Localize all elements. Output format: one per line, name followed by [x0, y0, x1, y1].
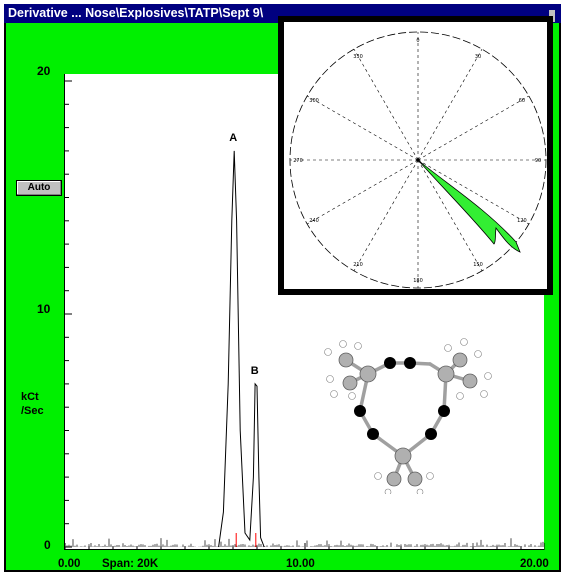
peak-b-label: B: [250, 364, 259, 377]
x-tick-10: 10.00: [286, 558, 315, 570]
polar-spoke: [353, 48, 419, 161]
polar-angle-label: 30: [475, 54, 481, 60]
auto-scale-button[interactable]: Auto: [16, 180, 62, 196]
y-tick-0: 0: [44, 538, 51, 552]
noise-path: [66, 538, 544, 547]
polar-spoke: [417, 95, 530, 161]
polar-angle-label: 0: [416, 38, 419, 44]
x-tick-20: 20.00: [520, 558, 549, 570]
polar-angle-label: 270: [293, 158, 303, 164]
y-tick-20: 20: [37, 64, 51, 78]
polar-angle-label: 180: [413, 278, 423, 284]
polar-spoke: [417, 48, 483, 161]
y-axis-label: kCt /Sec: [21, 390, 44, 418]
polar-plot-area: 0 30 60 90 120 150 180 210 240 270 300 330: [284, 22, 547, 289]
span-readout: Span: 20K: [102, 558, 159, 570]
polar-angle-label: 150: [473, 262, 483, 268]
vapor-print-polar-svg: 0 30 60 90 120 150 180 210 240 270 300 330: [289, 31, 547, 289]
polar-spoke: [306, 159, 419, 225]
baseline-noise: [66, 538, 544, 547]
x-tick-0: 0.00: [58, 558, 81, 570]
chromatogram-svg: [65, 80, 545, 550]
polar-spoke: [353, 159, 419, 272]
polar-plot-inset: 0 30 60 90 120 150 180 210 240 270 300 330: [278, 16, 553, 295]
polar-spoke: [306, 95, 419, 161]
polar-angle-label: 120: [517, 218, 527, 224]
polar-angle-label: 210: [353, 262, 363, 268]
peak-a-label: A: [229, 131, 238, 144]
tatp-molecule-image: [324, 338, 492, 494]
y-axis-label-line2: /Sec: [21, 405, 44, 417]
polar-angle-label: 300: [309, 98, 319, 104]
polar-angle-label: 240: [309, 218, 319, 224]
chromatogram-trace: [218, 150, 265, 548]
polar-angle-label: 60: [519, 98, 525, 104]
polar-lobe: [417, 159, 521, 253]
y-axis-label-line1: kCt: [21, 391, 39, 403]
y-tick-10: 10: [37, 302, 51, 316]
polar-angle-label: 90: [535, 158, 541, 164]
polar-center: [416, 158, 420, 162]
polar-angle-label: 330: [353, 54, 363, 60]
polar-angle-labels: 0 30 60 90 120 150 180 210 240 270 300 330: [293, 38, 541, 284]
